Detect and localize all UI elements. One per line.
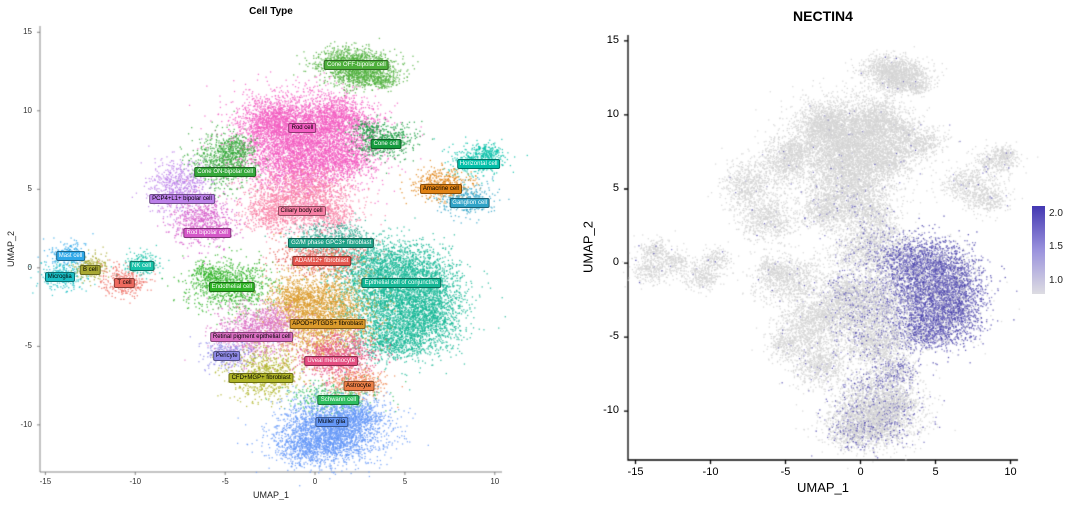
cluster-label: Pericyte: [212, 351, 241, 362]
cluster-label: B cell: [79, 264, 101, 275]
x-tick-label: -5: [780, 466, 791, 478]
y-tick-label: 0: [27, 262, 32, 272]
nectin4-plot-title: NECTIN4: [793, 8, 853, 24]
cluster-label: Mast cell: [55, 251, 86, 262]
x-tick-label: 0: [312, 477, 318, 486]
y-tick-label: 10: [23, 105, 32, 115]
cluster-label: PCP4+L1+ bipolar cell: [149, 193, 215, 204]
cluster-label: Müller glia: [314, 416, 349, 427]
cluster-label: APOD+PTGDS+ fibroblast: [289, 319, 366, 330]
x-tick-label: 5: [402, 477, 408, 486]
cluster-label: Schwann cell: [317, 394, 360, 405]
panel-celltype: Cell Type UMAP_1 UMAP_2 -15 -10 -5 0 5 10 15 10…: [0, 0, 540, 507]
y-tick-label: -5: [24, 341, 32, 351]
cluster-label: Microglia: [44, 271, 75, 282]
y-tick-label: 0: [612, 256, 619, 269]
cluster-label: Uveal melanocyte: [304, 355, 359, 366]
celltype-plot-title: Cell Type: [249, 6, 293, 17]
x-tick-label: 5: [932, 466, 939, 478]
y-tick-label: 10: [606, 108, 619, 121]
y-tick-label: 15: [606, 34, 619, 47]
cluster-label: Horizontal cell: [456, 159, 501, 170]
colorbar-tick-label: 2.0: [1049, 207, 1063, 219]
colorbar-tick-label: 1.5: [1049, 241, 1063, 253]
nectin4-xaxis-label: UMAP_1: [796, 480, 850, 495]
cluster-label: Rod bipolar cell: [183, 228, 231, 239]
cluster-label: ADAM12+ fibroblast: [291, 255, 352, 266]
cluster-label: NK cell: [129, 260, 155, 271]
y-tick-label: 5: [612, 182, 619, 195]
y-tick-label: 15: [23, 27, 32, 37]
y-tick-label: -10: [603, 404, 619, 417]
x-tick-label: 10: [490, 477, 500, 486]
cluster-label: Astrocyte: [343, 380, 375, 391]
x-tick-label: 0: [857, 466, 864, 478]
celltype-xaxis-label: UMAP_1: [252, 490, 289, 500]
y-tick-label: -5: [609, 330, 619, 343]
celltype-scatter-canvas: [0, 0, 540, 507]
x-tick-label: -10: [129, 477, 142, 486]
cluster-label: Rod cell: [288, 123, 317, 134]
cluster-label: Cone OFF-bipolar cell: [324, 60, 389, 71]
cluster-label: Endothelial cell: [208, 282, 255, 293]
cluster-label: Retinal pigment epithelial cell: [209, 331, 294, 342]
y-tick-label: 5: [27, 184, 32, 194]
nectin4-scatter-canvas: [540, 0, 1080, 507]
cluster-label: Amacrine cell: [419, 184, 462, 195]
x-tick-label: -5: [221, 477, 229, 486]
cluster-label: Ciliary body cell: [277, 206, 326, 217]
x-tick-label: -10: [702, 466, 719, 478]
cluster-label: Ganglion cell: [449, 198, 490, 209]
cluster-label: Cone ON-bipolar cell: [194, 167, 257, 178]
celltype-yaxis-label: UMAP_2: [6, 230, 16, 268]
cluster-label: CFD+MGP+ fibroblast: [228, 372, 294, 383]
colorbar-tick-label: 1.0: [1049, 274, 1063, 286]
x-tick-label: -15: [627, 466, 644, 478]
cluster-label: T cell: [114, 277, 135, 288]
y-tick-label: -10: [20, 419, 32, 429]
cluster-label: Cone cell: [370, 138, 402, 149]
x-tick-label: 10: [1004, 466, 1017, 478]
x-tick-label: -15: [39, 477, 52, 486]
panel-nectin4: NECTIN4 UMAP_1 UMAP_2 -15 -10 -5 0 5 10 15 10 5 0…: [540, 0, 1080, 507]
expression-colorbar: [1032, 206, 1045, 294]
cluster-label: G2/M phase GPC3+ fibroblast: [288, 237, 375, 248]
cluster-label: Epithelial cell of conjunctiva: [361, 277, 442, 288]
